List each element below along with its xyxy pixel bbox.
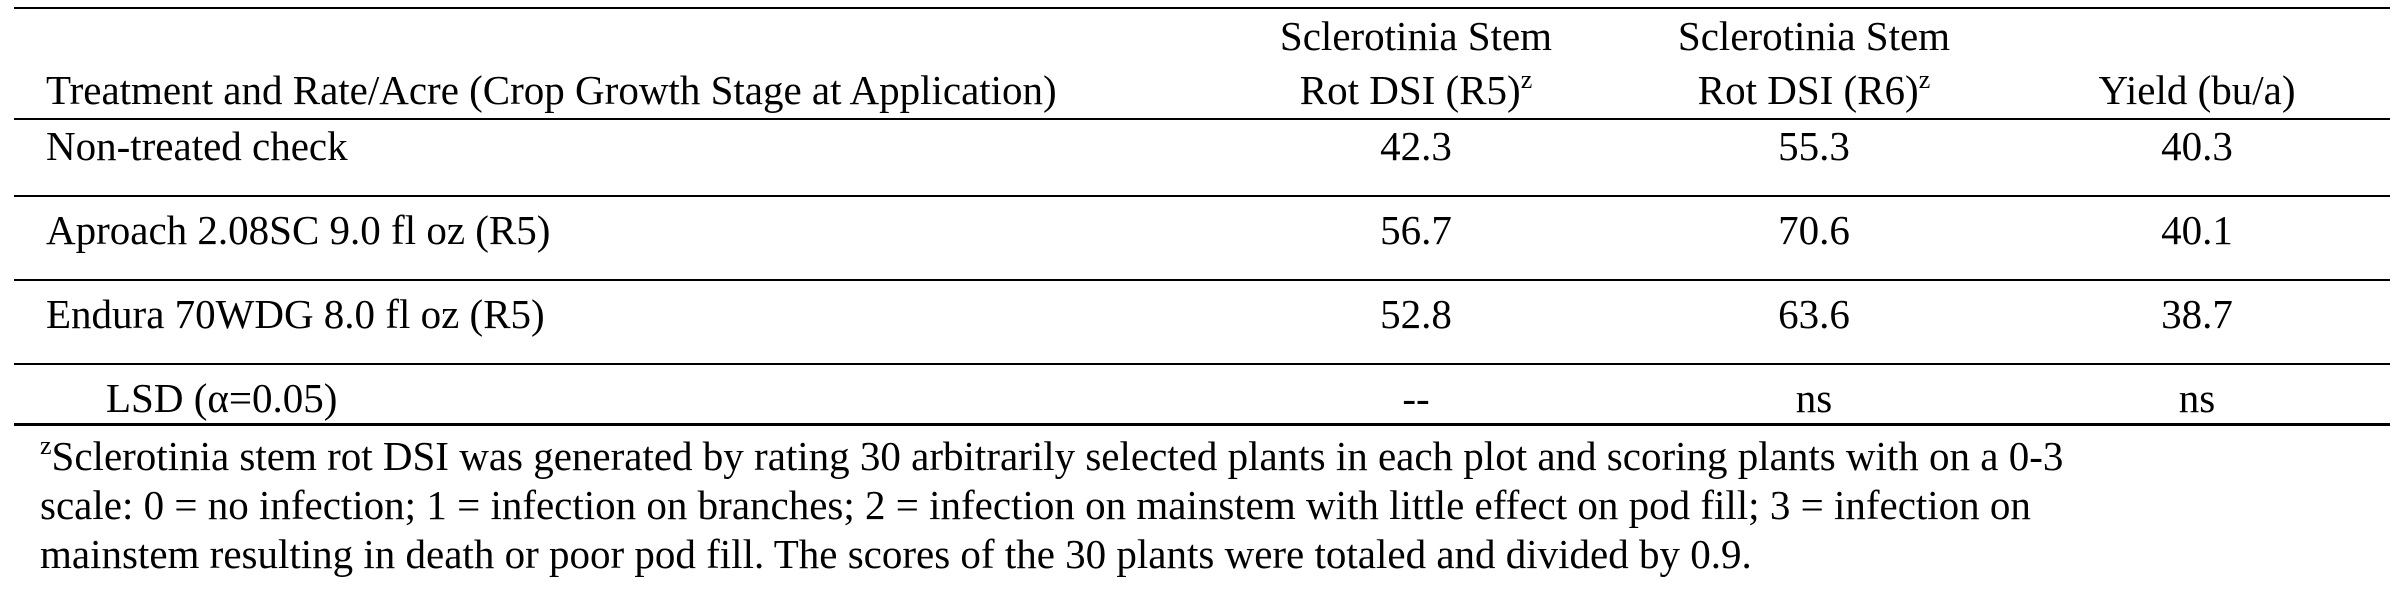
superscript: z [40,431,52,460]
header-text: Treatment and Rate/Acre (Crop Growth Sta… [46,66,1057,114]
footnote-line: zSclerotinia stem rot DSI was generated … [40,432,2063,480]
header-text: Rot DSI (R5)z [1300,66,1533,114]
header-text: Yield (bu/a) [2098,67,2296,113]
header-text: Sclerotinia Stem [1279,13,1553,59]
footnote-text: scale: 0 = no infection; 1 = infection o… [40,482,2031,528]
superscript: z [1520,65,1533,94]
table-rule [14,7,2390,9]
header-text: Yield (bu/a) [2099,66,2296,114]
cell-value: 55.3 [1778,123,1850,169]
table-rule [14,279,2390,281]
cell-value: ns [2178,375,2216,421]
header-text: Rot DSI (R6) [1697,67,1919,113]
cell-value: 70.6 [1778,207,1850,253]
cell-value: ns [1795,375,1833,421]
cell-value: 40.3 [2161,123,2233,169]
cell-value: 63.6 [1778,291,1850,337]
table-rule [14,423,2390,426]
table-rule [14,118,2390,120]
cell-value: 42.3 [1380,123,1452,169]
row-label: Aproach 2.08SC 9.0 fl oz (R5) [46,207,551,253]
header-text: Treatment and Rate/Acre (Crop Growth Sta… [46,67,1057,113]
table-rule [14,363,2390,365]
row-label: LSD (α=0.05) [106,375,338,421]
footnote-text: mainstem resulting in death or poor pod … [40,531,1752,577]
footnote-text: Sclerotinia stem rot DSI was generated b… [51,433,2064,479]
footnote-line: mainstem resulting in death or poor pod … [40,530,1752,578]
footnote-line: scale: 0 = no infection; 1 = infection o… [40,481,2031,529]
header-text: Rot DSI (R5) [1299,67,1521,113]
cell-value: 52.8 [1380,291,1452,337]
header-text: Sclerotinia Stem [1677,13,1951,59]
cell-value: 38.7 [2161,291,2233,337]
cell-value: 40.1 [2161,207,2233,253]
row-label: Non-treated check [46,123,348,169]
table-rule [14,195,2390,197]
header-text: Rot DSI (R6)z [1698,66,1931,114]
superscript: z [1918,65,1931,94]
cell-value: -- [1402,375,1430,421]
row-label: Endura 70WDG 8.0 fl oz (R5) [46,291,545,337]
cell-value: 56.7 [1380,207,1452,253]
